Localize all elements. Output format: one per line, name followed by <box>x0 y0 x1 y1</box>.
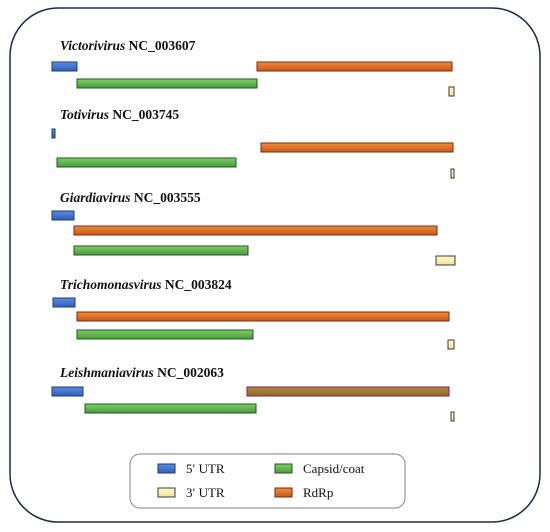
accession: NC_002063 <box>157 365 224 380</box>
genus: Leishmaniavirus <box>59 365 154 380</box>
segment-cap <box>56 157 237 168</box>
accession: NC_003607 <box>129 38 196 53</box>
segment-rdrp <box>76 311 450 322</box>
genome-title: Giardiavirus NC_003555 <box>60 190 201 205</box>
segment-u5 <box>52 297 76 308</box>
segment-rdrp <box>260 142 454 153</box>
segment-cap <box>84 403 257 414</box>
genus: Totivirus <box>60 107 109 122</box>
accession: NC_003745 <box>112 107 179 122</box>
segment-u5 <box>51 61 78 72</box>
legend-label: Capsid/coat <box>303 461 365 476</box>
segment-cap <box>73 245 249 256</box>
frame <box>9 7 541 523</box>
segment-rdrp <box>256 61 453 72</box>
legend-swatch <box>157 487 176 498</box>
segment-rdrp <box>73 225 438 236</box>
legend-label: RdRp <box>303 485 333 500</box>
genome-title: Totivirus NC_003745 <box>60 107 179 122</box>
legend-label: 3′ UTR <box>186 485 225 500</box>
genome-title: Victorivirus NC_003607 <box>60 38 196 53</box>
genus: Victorivirus <box>60 38 125 53</box>
accession: NC_003555 <box>134 190 201 205</box>
legend-label: 5′ UTR <box>186 461 225 476</box>
legend-swatch <box>157 463 176 474</box>
segment-rdrp <box>246 386 450 397</box>
segment-u5 <box>51 210 75 221</box>
genome-title: Leishmaniavirus NC_002063 <box>59 365 224 380</box>
genus: Giardiavirus <box>60 190 131 205</box>
segment-u3 <box>448 86 455 97</box>
segment-cap <box>76 78 258 89</box>
segment-cap <box>76 329 254 340</box>
legend-box <box>129 453 406 509</box>
legend-swatch <box>274 463 293 474</box>
legend-swatch <box>274 487 293 498</box>
segment-u5 <box>51 128 56 139</box>
genus: Trichomonasvirus <box>60 277 162 292</box>
segment-u5 <box>51 386 84 397</box>
genome-title: Trichomonasvirus NC_003824 <box>60 277 232 292</box>
segment-u3 <box>447 339 455 350</box>
segment-u3 <box>450 411 455 422</box>
segment-u3 <box>450 168 455 179</box>
segment-u3 <box>435 255 456 266</box>
accession: NC_003824 <box>165 277 232 292</box>
